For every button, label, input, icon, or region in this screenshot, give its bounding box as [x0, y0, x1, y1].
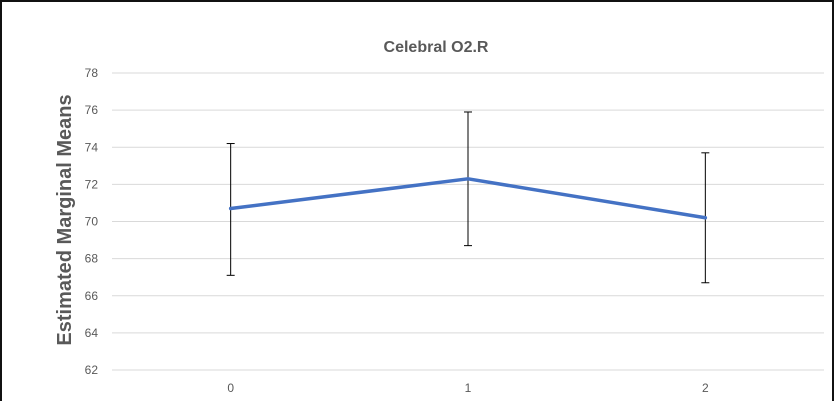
x-tick-label: 0	[227, 381, 234, 395]
x-tick-labels: 0 1 2	[227, 381, 709, 395]
y-tick-label: 72	[85, 177, 99, 191]
error-bars	[226, 111, 710, 284]
y-tick-label: 76	[85, 103, 99, 117]
y-tick-label: 68	[85, 252, 99, 266]
y-axis-label: Estimated Marginal Means	[54, 94, 76, 345]
y-tick-label: 74	[85, 140, 99, 154]
y-tick-label: 64	[85, 326, 99, 340]
x-tick-label: 1	[465, 381, 472, 395]
x-tick-label: 2	[702, 381, 709, 395]
y-tick-label: 70	[85, 215, 99, 229]
y-tick-labels: 62 64 66 68 70 72 74 76 78	[85, 66, 99, 377]
y-tick-label: 62	[85, 363, 99, 377]
series-line	[228, 177, 708, 220]
chart-title: Celebral O2.R	[384, 39, 489, 56]
y-tick-label: 78	[85, 66, 99, 80]
y-tick-label: 66	[85, 289, 99, 303]
series-lines	[228, 177, 708, 220]
